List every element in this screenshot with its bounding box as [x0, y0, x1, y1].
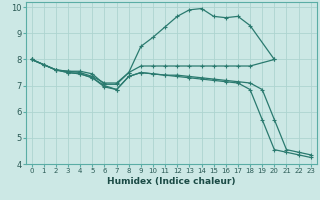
X-axis label: Humidex (Indice chaleur): Humidex (Indice chaleur): [107, 177, 236, 186]
